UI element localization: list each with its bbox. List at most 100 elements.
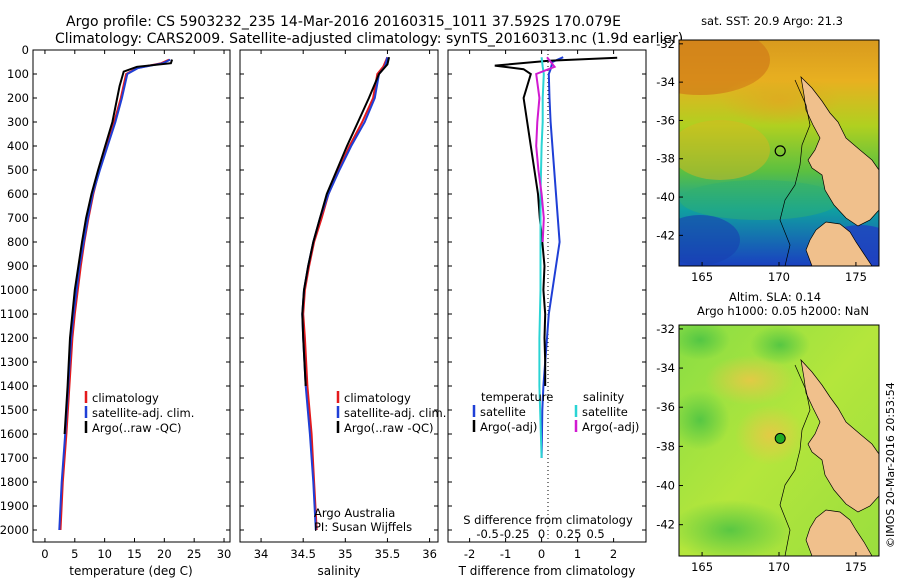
s-tick-label: 0.5 xyxy=(586,527,604,541)
legend-label-t-argo: Argo(-adj) xyxy=(480,420,537,434)
sla-map-panel: Altim. SLA: 0.14 Argo h1000: 0.05 h2000:… xyxy=(656,290,880,574)
sla-map-longitude-axis: 165 170 175 xyxy=(691,552,867,574)
difference-series xyxy=(494,56,618,459)
t-difference-x-axis: -2 -1 0 1 2 xyxy=(464,50,617,561)
legend-label-argo: Argo(..raw -QC) xyxy=(344,421,434,435)
depth-tick-label: 1700 xyxy=(0,451,29,465)
south-island-land xyxy=(805,221,873,266)
s-tick-label: -0.25 xyxy=(500,527,530,541)
legend-title-salinity: salinity xyxy=(583,390,624,404)
temperature-panel: 0100200300400500600700800900100011001200… xyxy=(0,43,231,578)
lon-tick-label: 170 xyxy=(768,560,790,574)
x-tick-label: 20 xyxy=(157,547,172,561)
difference-depth-ticks xyxy=(448,49,646,531)
lon-tick-label: 175 xyxy=(845,560,867,574)
temperature-x-axis: 0 5 10 15 20 25 30 xyxy=(41,50,231,561)
legend-label-argo: Argo(..raw -QC) xyxy=(92,421,182,435)
header-line-2: Climatology: CARS2009. Satellite-adjuste… xyxy=(55,31,683,47)
difference-legend: temperature salinity satellite Argo(-adj… xyxy=(472,390,639,434)
legend-label-s-argo: Argo(-adj) xyxy=(582,420,639,434)
depth-tick-label: 1100 xyxy=(0,307,29,321)
lat-tick-label: -34 xyxy=(656,75,675,89)
sst-field xyxy=(679,40,879,266)
sla-map-latitude-axis: -32 -34 -36 -38 -40 -42 xyxy=(656,322,683,532)
lon-tick-label: 170 xyxy=(768,270,790,284)
depth-tick-label: 300 xyxy=(7,115,29,129)
temperature-legend: climatology satellite-adj. clim. Argo(..… xyxy=(84,391,194,435)
depth-tick-label: 1800 xyxy=(0,475,29,489)
depth-tick-label: 1200 xyxy=(0,331,29,345)
lat-tick-label: -36 xyxy=(656,113,675,127)
salinity-depth-ticks xyxy=(240,49,438,531)
x-tick-label: 0 xyxy=(41,547,48,561)
x-tick-label: 34 xyxy=(254,547,269,561)
lat-tick-label: -42 xyxy=(656,228,675,242)
north-island-land xyxy=(800,358,879,513)
x-tick-label: 34.5 xyxy=(290,547,316,561)
legend-label-satellite: satellite-adj. clim. xyxy=(344,406,446,420)
x-tick-label: 5 xyxy=(71,547,78,561)
legend-label-climatology: climatology xyxy=(344,391,411,405)
temperature-series xyxy=(58,58,174,531)
lat-tick-label: -38 xyxy=(656,439,675,453)
sst-bathymetry-contour xyxy=(779,79,811,266)
series-line-satellite-adj-clim xyxy=(58,58,171,531)
x-tick-label: 15 xyxy=(127,547,142,561)
lon-tick-label: 165 xyxy=(691,270,713,284)
x-tick-label: 36 xyxy=(422,547,437,561)
depth-tick-label: 2000 xyxy=(0,523,29,537)
depth-tick-label: 1500 xyxy=(0,403,29,417)
argo-float-marker xyxy=(774,432,786,444)
salinity-legend: climatology satellite-adj. clim. Argo(..… xyxy=(336,391,446,435)
lat-tick-label: -42 xyxy=(656,518,675,532)
depth-tick-label: 900 xyxy=(7,259,29,273)
sst-map-panel: sat. SST: 20.9 Argo: 21.3 165 170 175 -32-… xyxy=(656,14,880,284)
credit-pi: PI: Susan Wijffels xyxy=(314,520,412,534)
depth-tick-label: 1300 xyxy=(0,355,29,369)
depth-tick-label: 800 xyxy=(7,235,29,249)
legend-label-satellite: satellite-adj. clim. xyxy=(92,406,194,420)
series-line-s-argo-adj xyxy=(535,56,557,243)
lat-tick-label: -36 xyxy=(656,400,675,414)
depth-tick-label: 100 xyxy=(7,67,29,81)
legend-label-climatology: climatology xyxy=(92,391,159,405)
s-difference-axis-label: S difference from climatology xyxy=(463,513,633,527)
series-line-s-satellite xyxy=(538,57,545,459)
depth-tick-label: 700 xyxy=(7,211,29,225)
s-tick-label: -0.5 xyxy=(476,527,498,541)
difference-axes-frame xyxy=(447,49,647,543)
temperature-axes-frame xyxy=(32,49,231,543)
x-tick-label: 25 xyxy=(187,547,202,561)
legend-label-s-satellite: satellite xyxy=(582,405,628,419)
salinity-x-axis: 34 34.5 35 35.5 36 xyxy=(254,50,437,561)
argo-float-marker xyxy=(774,145,786,157)
x-tick-label: 35 xyxy=(338,547,353,561)
x-tick-label: 2 xyxy=(610,547,617,561)
depth-tick-label: 0 xyxy=(22,43,29,57)
series-line-argo-raw-qc xyxy=(301,56,391,387)
sst-map-longitude-axis: 165 170 175 xyxy=(691,262,867,284)
legend-title-temperature: temperature xyxy=(481,390,553,404)
depth-tick-label: 200 xyxy=(7,91,29,105)
x-tick-label: 30 xyxy=(217,547,232,561)
depth-tick-label: 1600 xyxy=(0,427,29,441)
depth-tick-label: 1900 xyxy=(0,499,29,513)
difference-panel: -2 -1 0 1 2 -0.5 -0.25 0 0.25 0.5 T difference f… xyxy=(447,49,647,578)
salinity-axis-label: salinity xyxy=(317,564,360,578)
south-island-land xyxy=(805,509,873,556)
sla-field xyxy=(679,325,879,556)
depth-tick-label: 500 xyxy=(7,163,29,177)
x-tick-label: 35.5 xyxy=(375,547,401,561)
x-tick-label: 1 xyxy=(574,547,581,561)
depth-tick-label: 1000 xyxy=(0,283,29,297)
copyright-stamp: ©IMOS 20-Mar-2016 20:53:54 xyxy=(884,382,897,548)
s-difference-x-axis: -0.5 -0.25 0 0.25 0.5 xyxy=(476,527,604,541)
salinity-panel: 34 34.5 35 35.5 36 salinity climatology sate… xyxy=(239,49,446,578)
credit-agency: Argo Australia xyxy=(314,506,395,520)
lat-tick-label: -34 xyxy=(656,361,675,375)
depth-tick-label: 600 xyxy=(7,187,29,201)
x-tick-label: -1 xyxy=(500,547,511,561)
lat-tick-label: -40 xyxy=(656,479,675,493)
x-tick-label: 0 xyxy=(538,547,545,561)
sla-map-subtitle: Argo h1000: 0.05 h2000: NaN xyxy=(697,304,869,318)
